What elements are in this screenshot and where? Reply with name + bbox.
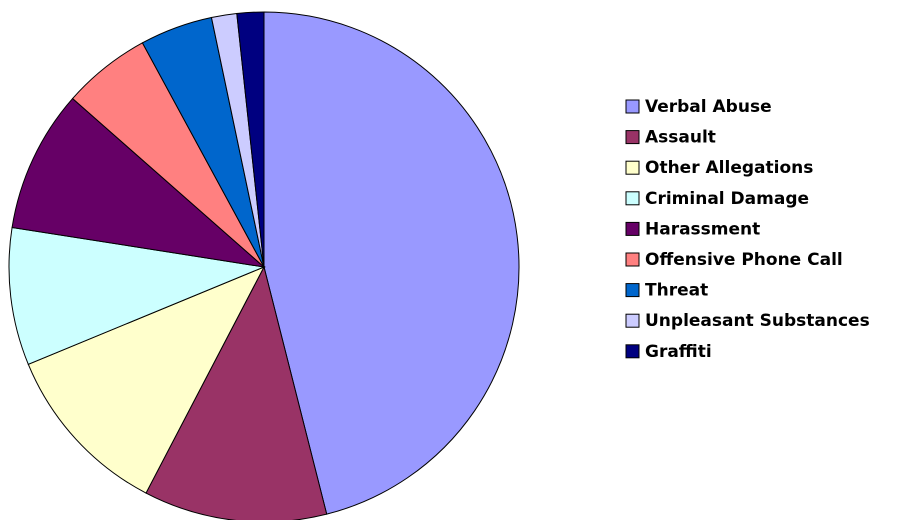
legend-swatch [625,130,640,145]
legend-swatch [625,191,640,206]
pie-slice [145,265,328,520]
legend-swatch [625,313,640,328]
legend-label: Other Allegations [645,158,813,178]
legend-label: Graffiti [645,342,712,362]
legend-swatch [625,99,640,114]
pie-slice [263,11,520,515]
legend-label: Assault [645,128,716,148]
legend-swatch [625,221,640,236]
legend-swatch [625,160,640,175]
legend-label: Offensive Phone Call [645,250,843,270]
legend-label: Verbal Abuse [645,97,772,117]
pie-slice [236,11,265,268]
pie-slice [27,266,266,494]
legend-swatch [625,344,640,359]
pie-slice [8,226,266,365]
pie-slice [11,97,266,268]
legend-swatch [625,283,640,298]
legend-swatch [625,252,640,267]
legend-label: Threat [645,281,708,301]
legend-label: Unpleasant Substances [645,311,870,331]
legend-label: Criminal Damage [645,189,809,209]
legend-label: Harassment [645,219,760,239]
